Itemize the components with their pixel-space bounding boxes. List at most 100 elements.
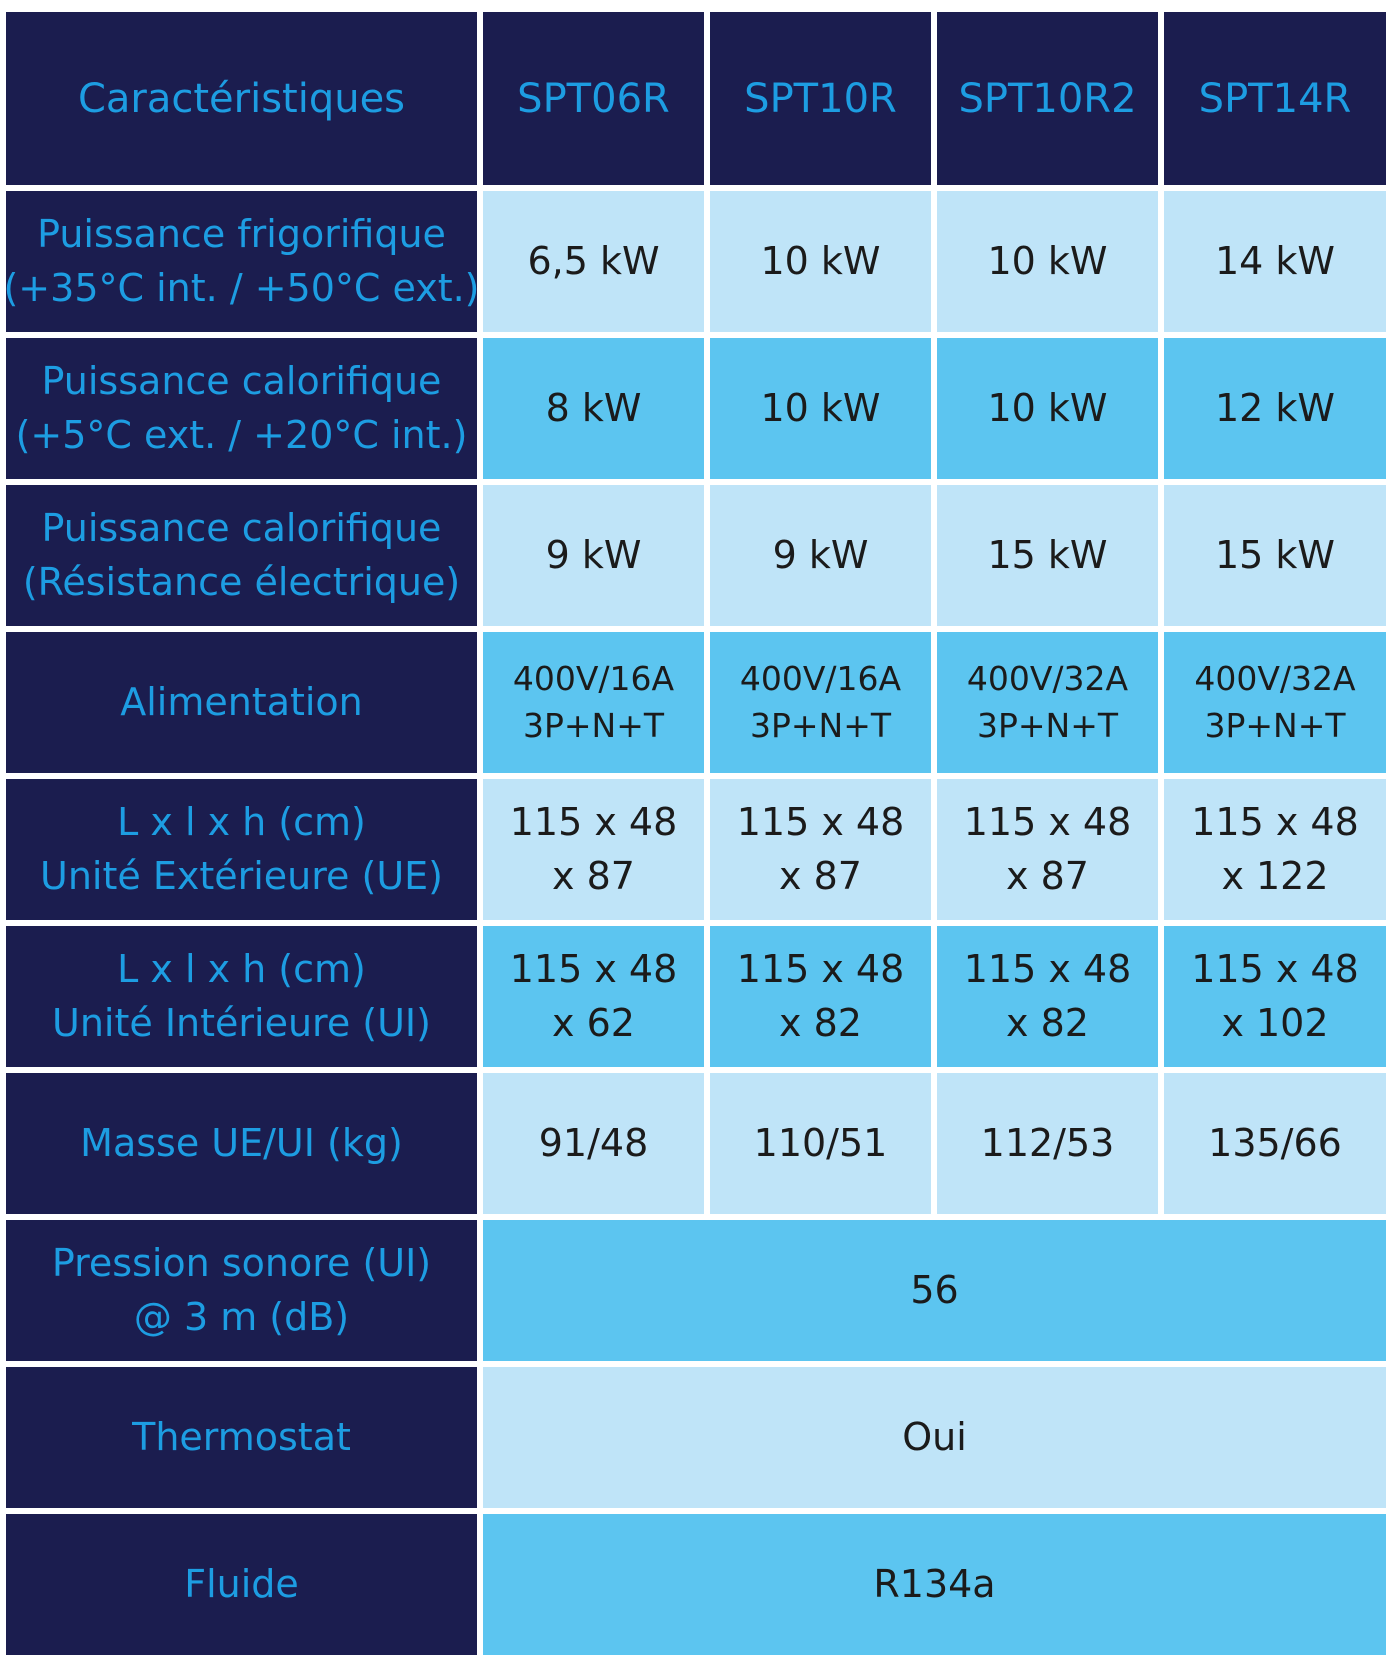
header-model: SPT14R [1164,12,1386,185]
cell-text: 115 x 48 [963,947,1132,992]
cell-text: 400V/16A [512,659,675,699]
cell-text: 400V/16A [739,659,902,699]
value-cell: 10 kW [710,338,931,479]
cell-text: Puissance frigorifique [37,212,446,257]
row-label: L x l x h (cm) Unité Extérieure (UE) [6,779,477,920]
value-cell: 400V/32A 3P+N+T [937,632,1158,773]
cell-text: 15 kW [1214,532,1335,577]
value-cell: 115 x 48 x 87 [937,779,1158,920]
value-cell: 400V/16A 3P+N+T [710,632,931,773]
cell-text: 110/51 [753,1120,888,1165]
value-cell: 115 x 48 x 122 [1164,779,1386,920]
value-cell: 115 x 48 x 87 [483,779,704,920]
row-label: Puissance calorifique (Résistance électri… [6,485,477,626]
cell-text: 3P+N+T [522,705,665,745]
cell-text: 10 kW [987,385,1108,430]
value-cell: 10 kW [937,191,1158,332]
value-cell: 8 kW [483,338,704,479]
value-cell: 56 [483,1220,1386,1361]
cell-text: 115 x 48 [736,800,905,845]
cell-text: R134a [873,1561,996,1606]
cell-text: 15 kW [987,532,1108,577]
cell-text: 10 kW [760,238,881,283]
value-cell: 115 x 48 x 82 [937,926,1158,1067]
cell-text: x 87 [779,853,862,898]
row-label: Pression sonore (UI) @ 3 m (dB) [6,1220,477,1361]
cell-text: (Résistance électrique) [22,559,461,604]
cell-text: 14 kW [1214,238,1335,283]
cell-text: Unité Extérieure (UE) [40,853,443,898]
value-cell: 400V/16A 3P+N+T [483,632,704,773]
value-cell: 115 x 48 x 87 [710,779,931,920]
cell-text: 6,5 kW [527,238,660,283]
header-label: Caractéristiques [6,12,477,185]
header-model: SPT10R2 [937,12,1158,185]
cell-text: L x l x h (cm) [117,800,366,845]
value-cell: Oui [483,1367,1386,1508]
row-label: Fluide [6,1514,477,1655]
header-model: SPT10R [710,12,931,185]
cell-text: L x l x h (cm) [117,947,366,992]
cell-text: 400V/32A [1194,659,1356,699]
cell-text: 12 kW [1214,385,1335,430]
cell-text: (+35°C int. / +50°C ext.) [3,265,480,310]
row-label: L x l x h (cm) Unité Intérieure (UI) [6,926,477,1067]
cell-text: 115 x 48 [509,947,678,992]
cell-text: Alimentation [120,679,363,724]
cell-text: 115 x 48 [1191,947,1359,992]
cell-text: 3P+N+T [749,705,892,745]
row-label: Thermostat [6,1367,477,1508]
value-cell: 110/51 [710,1073,931,1214]
value-cell: 15 kW [1164,485,1386,626]
cell-text: 400V/32A [966,659,1129,699]
cell-text: x 87 [552,853,635,898]
cell-text: (+5°C ext. / +20°C int.) [15,412,468,457]
value-cell: 115 x 48 x 62 [483,926,704,1067]
value-cell: 6,5 kW [483,191,704,332]
cell-text: 9 kW [772,532,869,577]
cell-text: 9 kW [545,532,642,577]
cell-text: Oui [902,1414,967,1459]
cell-text: Fluide [184,1561,299,1606]
value-cell: 9 kW [483,485,704,626]
cell-text: x 122 [1221,853,1329,898]
value-cell: 115 x 48 x 102 [1164,926,1386,1067]
cell-text: 10 kW [760,385,881,430]
value-cell: R134a [483,1514,1386,1655]
cell-text: Masse UE/UI (kg) [80,1120,403,1165]
cell-text: x 82 [779,1000,862,1045]
value-cell: 15 kW [937,485,1158,626]
cell-text: 3P+N+T [976,705,1119,745]
value-cell: 14 kW [1164,191,1386,332]
cell-text: x 87 [1006,853,1089,898]
value-cell: 12 kW [1164,338,1386,479]
row-label: Puissance calorifique (+5°C ext. / +20°C … [6,338,477,479]
cell-text: 135/66 [1208,1120,1342,1165]
cell-text: x 82 [1006,1000,1089,1045]
row-label: Masse UE/UI (kg) [6,1073,477,1214]
cell-text: @ 3 m (dB) [133,1294,350,1339]
cell-text: Puissance calorifique [41,506,442,551]
cell-text: 115 x 48 [963,800,1132,845]
spec-table: Caractéristiques SPT06R SPT10R SPT10R2 SPT14… [3,12,1386,1655]
cell-text: 112/53 [980,1120,1115,1165]
cell-text: Unité Intérieure (UI) [52,1000,431,1045]
value-cell: 10 kW [937,338,1158,479]
value-cell: 135/66 [1164,1073,1386,1214]
cell-text: 10 kW [987,238,1108,283]
value-cell: 9 kW [710,485,931,626]
cell-text: 115 x 48 [736,947,905,992]
cell-text: 115 x 48 [509,800,678,845]
cell-text: x 102 [1221,1000,1329,1045]
value-cell: 91/48 [483,1073,704,1214]
value-cell: 115 x 48 x 82 [710,926,931,1067]
row-label: Puissance frigorifique (+35°C int. / +50°… [3,191,480,332]
cell-text: Pression sonore (UI) [51,1241,432,1286]
cell-text: 115 x 48 [1191,800,1359,845]
cell-text: 3P+N+T [1204,705,1346,745]
header-model: SPT06R [483,12,704,185]
value-cell: 112/53 [937,1073,1158,1214]
cell-text: 8 kW [545,385,642,430]
row-label: Alimentation [6,632,477,773]
